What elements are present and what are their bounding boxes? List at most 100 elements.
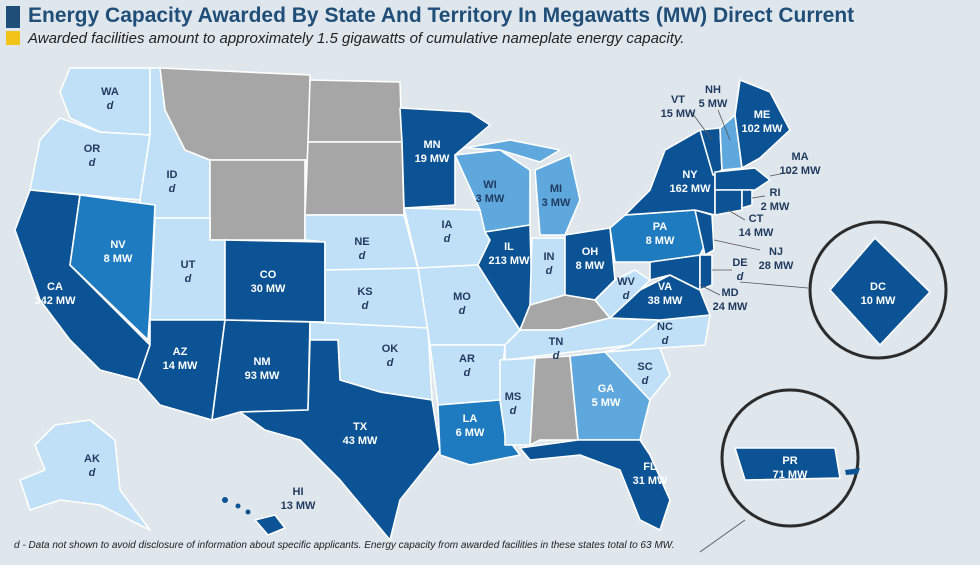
state-HI-island: [235, 503, 241, 509]
label-NV-abbr: NV: [110, 239, 126, 251]
label-DE-abbr: DE: [732, 257, 747, 269]
pr-leader-line: [699, 519, 746, 553]
label-LA-value: 6 MW: [456, 427, 485, 439]
state-MA[interactable]: [714, 167, 771, 191]
label-MN-abbr: MN: [423, 139, 440, 151]
label-ME-abbr: ME: [754, 109, 771, 121]
state-IL[interactable]: [477, 224, 533, 331]
label-WV-abbr: WV: [617, 276, 635, 288]
label-AZ-abbr: AZ: [173, 346, 188, 358]
state-GA[interactable]: [569, 351, 651, 441]
label-OK-value: d: [387, 357, 394, 369]
state-AL[interactable]: [529, 355, 579, 446]
label-IN-value: d: [546, 265, 553, 277]
label-VT-abbr: VT: [671, 94, 685, 106]
state-DE[interactable]: [699, 254, 713, 291]
label-MD-abbr: MD: [721, 287, 738, 299]
label-NY-abbr: NY: [682, 169, 698, 181]
state-AK[interactable]: [19, 419, 151, 531]
dc-leader-line: [739, 281, 809, 289]
label-IL-value: 213 MW: [489, 255, 531, 267]
label-DC-value: 10 MW: [861, 295, 896, 307]
nh-leader-line: [717, 109, 731, 141]
state-PR-island: [845, 468, 860, 475]
label-MI-abbr: MI: [550, 183, 562, 195]
state-WY[interactable]: [209, 159, 306, 241]
state-PR[interactable]: [734, 447, 841, 481]
label-CT-abbr: CT: [749, 213, 764, 225]
label-MO-abbr: MO: [453, 291, 471, 303]
label-VA-abbr: VA: [658, 281, 673, 293]
label-UT-value: d: [185, 273, 192, 285]
label-PA-value: 8 MW: [646, 235, 675, 247]
label-SC-value: d: [642, 375, 649, 387]
ma-leader-line: [769, 171, 791, 177]
label-DE-value: d: [737, 271, 744, 283]
map-subtitle: Awarded facilities amount to approximate…: [28, 30, 685, 47]
ct-leader-line: [727, 209, 746, 221]
pr-inset-circle: [720, 388, 860, 528]
label-WV-value: d: [623, 290, 630, 302]
state-CT[interactable]: [714, 189, 743, 216]
label-MA-abbr: MA: [791, 151, 808, 163]
label-FL-value: 31 MW: [633, 475, 668, 487]
label-MN-value: 19 MW: [415, 153, 450, 165]
footnote: d - Data not shown to avoid disclosure o…: [14, 540, 675, 551]
state-KS[interactable]: [324, 267, 429, 329]
label-CT-value: 14 MW: [739, 227, 774, 239]
label-TX-value: 43 MW: [343, 435, 378, 447]
label-LA-abbr: LA: [463, 413, 478, 425]
vt-leader-line: [689, 109, 713, 141]
label-MS-value: d: [510, 405, 517, 417]
state-NY[interactable]: [624, 129, 716, 216]
label-WA-abbr: WA: [101, 86, 119, 98]
label-NY-value: 162 MW: [670, 183, 712, 195]
state-MN[interactable]: [399, 107, 491, 209]
label-MS-abbr: MS: [505, 391, 522, 403]
state-TX[interactable]: [239, 339, 441, 541]
state-MI-UP[interactable]: [464, 139, 561, 163]
state-MT[interactable]: [159, 67, 311, 161]
label-GA-abbr: GA: [598, 383, 615, 395]
label-DC-abbr: DC: [870, 281, 886, 293]
label-MO-value: d: [459, 305, 466, 317]
state-HI-island: [222, 497, 228, 503]
state-SD[interactable]: [304, 141, 405, 216]
label-CO-value: 30 MW: [251, 283, 286, 295]
ri-leader-line: [751, 195, 766, 199]
state-FL[interactable]: [519, 439, 671, 531]
state-RI[interactable]: [741, 189, 753, 209]
label-WI-value: 3 MW: [476, 193, 505, 205]
label-OK-abbr: OK: [382, 343, 399, 355]
state-HI[interactable]: [254, 514, 286, 536]
label-TN-abbr: TN: [549, 336, 564, 348]
state-NV[interactable]: [69, 194, 156, 341]
state-ME[interactable]: [734, 79, 791, 169]
label-NE-abbr: NE: [354, 236, 369, 248]
label-VT-value: 15 MW: [661, 108, 696, 120]
label-MD-value: 24 MW: [713, 301, 748, 313]
label-HI-abbr: HI: [293, 486, 304, 498]
label-TX-abbr: TX: [353, 421, 368, 433]
state-CO[interactable]: [224, 239, 326, 323]
label-PR-value: 71 MW: [773, 469, 808, 481]
label-CO-abbr: CO: [260, 269, 277, 281]
state-HI-island: [245, 509, 251, 515]
state-MI[interactable]: [534, 154, 581, 236]
label-OH-value: 8 MW: [576, 260, 605, 272]
label-WI-abbr: WI: [483, 179, 496, 191]
label-ID-value: d: [169, 183, 176, 195]
label-AR-value: d: [464, 367, 471, 379]
label-NJ-value: 28 MW: [759, 260, 794, 272]
label-OR-value: d: [89, 157, 96, 169]
label-ID-abbr: ID: [167, 169, 178, 181]
map-title: Energy Capacity Awarded By State And Ter…: [28, 4, 855, 27]
label-CA-value: 342 MW: [35, 295, 77, 307]
label-NC-value: d: [662, 335, 669, 347]
state-DC[interactable]: [829, 237, 931, 346]
label-NH-value: 5 MW: [699, 98, 728, 110]
label-IA-value: d: [444, 233, 451, 245]
state-ND[interactable]: [307, 79, 403, 143]
label-RI-abbr: RI: [770, 187, 781, 199]
